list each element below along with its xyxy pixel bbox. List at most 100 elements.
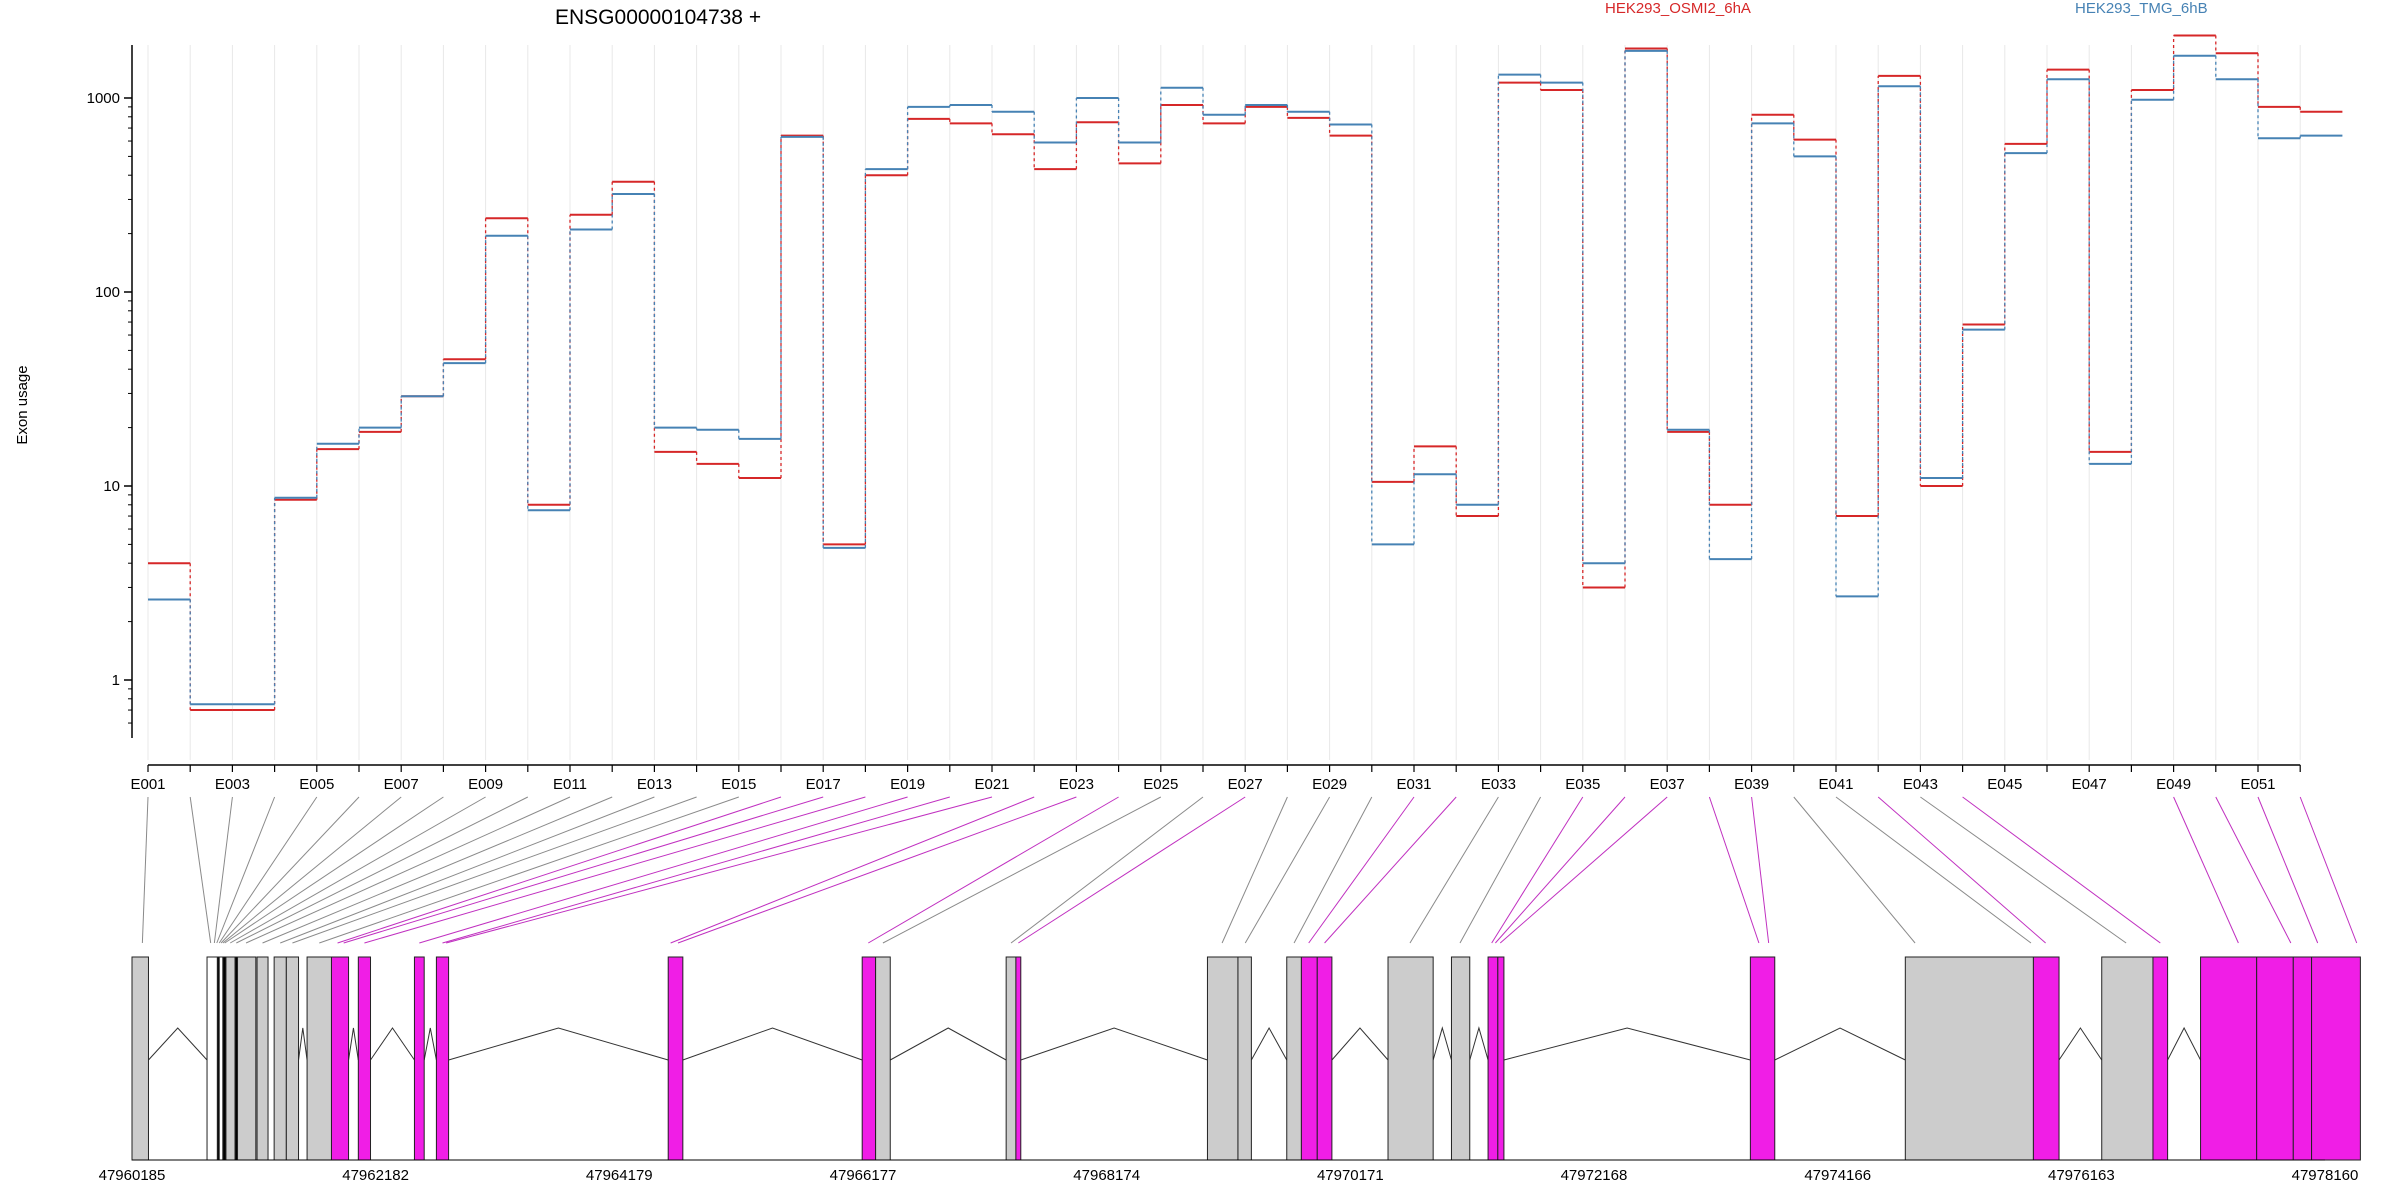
exon-connector: [1920, 796, 2127, 944]
exon-connector: [224, 796, 444, 944]
x-tick-label: E015: [721, 776, 756, 793]
intron: [1503, 1027, 1751, 1061]
coordinate-label: 47962182: [342, 1167, 409, 1184]
exon-connector: [1495, 796, 1626, 944]
coordinate-label: 47972168: [1561, 1167, 1628, 1184]
exon-block: [1005, 956, 1017, 1161]
x-tick-label: E025: [1143, 776, 1178, 793]
exon-block: [218, 956, 224, 1161]
y-axis-label: Exon usage: [14, 365, 31, 444]
exon-connector: [1308, 796, 1415, 944]
exon-connector: [1018, 796, 1246, 944]
exon-connector: [2173, 796, 2239, 944]
plot-axes: 1 10 100 1000 E001 E003 E005 E007 E009 E011 E013 E0…: [87, 45, 2301, 793]
exon-connector: [220, 796, 360, 944]
exon-connector: [319, 796, 739, 944]
x-tick-label: E047: [2072, 776, 2107, 793]
exon-block: [667, 956, 684, 1161]
intron: [1020, 1027, 1208, 1061]
plot-series: [148, 34, 2343, 712]
exon-connector: [229, 796, 486, 944]
exon-block: [330, 956, 350, 1161]
exon-block: [357, 956, 372, 1161]
exon-connector: [245, 796, 571, 944]
exon-block: [1749, 956, 1776, 1161]
exon-block: [306, 956, 332, 1161]
x-tick-label: E043: [1903, 776, 1938, 793]
intron: [1250, 1026, 1288, 1061]
intron: [2167, 1026, 2202, 1061]
exon-block: [1497, 956, 1505, 1161]
x-tick-label: E011: [553, 776, 587, 793]
exon-block: [2256, 956, 2294, 1161]
exon-block: [1487, 956, 1499, 1161]
exon-connector: [1459, 796, 1542, 944]
exon-connector: [670, 796, 1035, 944]
exon-connector: [364, 796, 866, 944]
intron: [1432, 1026, 1452, 1061]
intron: [348, 1027, 359, 1061]
intron: [890, 1027, 1007, 1061]
exon-block: [2311, 956, 2361, 1161]
x-tick-label: E037: [1650, 776, 1685, 793]
intron: [682, 1027, 863, 1061]
exon-connector: [1324, 796, 1457, 944]
exon-connector: [222, 796, 402, 944]
exon-connector: [189, 796, 212, 944]
intron: [370, 1027, 415, 1061]
intron: [2058, 1027, 2103, 1061]
y-tick-label: 100: [95, 284, 120, 301]
x-tick-label: E051: [2240, 776, 2275, 793]
legend-entry-tmg: HEK293_TMG_6hB: [2075, 0, 2208, 17]
x-tick-label: E021: [974, 776, 1009, 793]
exon-connector: [1221, 796, 1288, 944]
exon-connector: [1877, 796, 2046, 944]
exon-block: [1286, 956, 1302, 1161]
x-tick-label: E027: [1228, 776, 1263, 793]
series-1: [148, 49, 2343, 706]
coordinate-label: 47976163: [2048, 1167, 2115, 1184]
exon-block: [285, 956, 300, 1161]
intron: [298, 1027, 308, 1061]
x-tick-label: E023: [1059, 776, 1094, 793]
exon-connector: [1499, 796, 1668, 944]
exon-connectors: [141, 796, 2358, 944]
exon-block: [413, 956, 425, 1161]
exon-connector: [236, 796, 529, 944]
exon-block: [1904, 956, 2034, 1161]
exon-block: [2200, 956, 2258, 1161]
coordinate-label: 47978160: [2292, 1167, 2359, 1184]
coordinate-label: 47974166: [1804, 1167, 1871, 1184]
intron: [1469, 1026, 1489, 1061]
exon-connector: [216, 796, 276, 944]
x-tick-label: E029: [1312, 776, 1347, 793]
exon-connector: [2215, 796, 2292, 944]
intron: [448, 1027, 669, 1061]
exon-block: [2032, 956, 2060, 1161]
exon-connector: [882, 796, 1162, 944]
y-tick-label: 1000: [87, 90, 120, 107]
coordinate-label: 47968174: [1073, 1167, 1140, 1184]
exon-block: [225, 956, 236, 1161]
x-tick-label: E003: [215, 776, 250, 793]
exon-connector: [262, 796, 613, 944]
exon-connector: [446, 796, 993, 944]
exon-block: [206, 956, 218, 1161]
x-tick-label: E045: [1987, 776, 2022, 793]
coordinate-label: 47964179: [586, 1167, 653, 1184]
x-tick-label: E017: [806, 776, 841, 793]
exon-connector: [1409, 796, 1499, 944]
exon-connector: [218, 796, 318, 944]
x-tick-label: E013: [637, 776, 672, 793]
exon-block: [131, 956, 149, 1161]
exon-connector: [1010, 796, 1204, 944]
plot-gridlines: [147, 45, 2301, 760]
chart-title: ENSG00000104738 +: [555, 6, 761, 29]
exon-block: [1300, 956, 1318, 1161]
x-tick-label: E001: [130, 776, 165, 793]
exon-connector: [2299, 796, 2358, 944]
exon-connector: [1962, 796, 2161, 944]
x-tick-label: E039: [1734, 776, 1769, 793]
exon-connector: [677, 796, 1077, 944]
x-tick-label: E007: [384, 776, 419, 793]
